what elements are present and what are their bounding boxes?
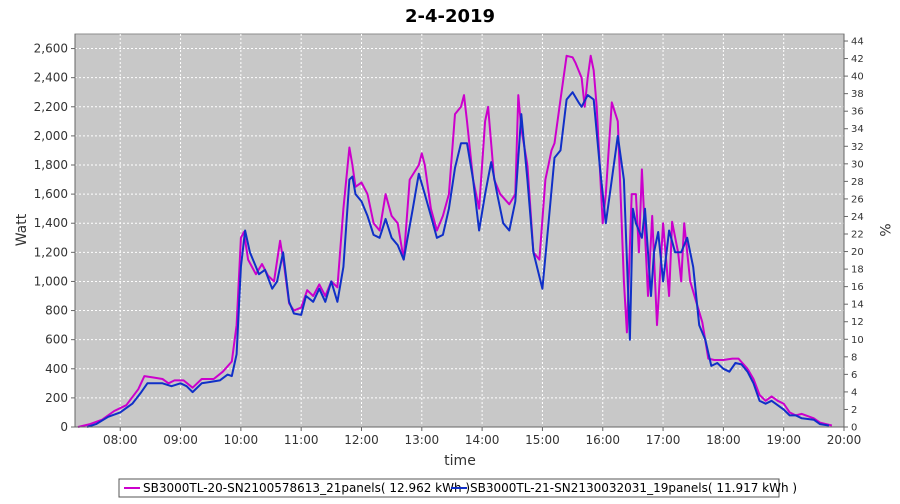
y2-tick-label: 40 xyxy=(851,72,864,83)
y-tick-label: 1,000 xyxy=(34,274,68,288)
x-tick-label: 09:00 xyxy=(163,433,198,447)
x-tick-label: 10:00 xyxy=(224,433,259,447)
axes xyxy=(74,34,845,428)
y-tick-label: 0 xyxy=(60,420,68,434)
y-tick-label: 1,200 xyxy=(34,245,68,259)
y-tick-label: 800 xyxy=(45,304,68,318)
y2-axis-ticks: 0246810121416182022242628303234363840424… xyxy=(844,37,864,434)
series-line-1 xyxy=(77,54,833,428)
series-lines xyxy=(77,54,833,428)
y-tick-label: 1,600 xyxy=(34,187,68,201)
y-tick-label: 1,400 xyxy=(34,216,68,230)
y2-tick-label: 20 xyxy=(851,247,864,258)
y2-tick-label: 16 xyxy=(851,282,864,293)
y-tick-label: 200 xyxy=(45,391,68,405)
x-tick-label: 18:00 xyxy=(706,433,741,447)
x-tick-label: 17:00 xyxy=(646,433,681,447)
y-axis-ticks: 0 200 400 600 800 1,000 1,200 1,400 1,600 1,800 2,… xyxy=(34,42,75,434)
plot-area xyxy=(74,33,845,428)
y2-tick-label: 8 xyxy=(851,352,857,363)
y2-tick-label: 34 xyxy=(851,124,864,135)
chart-title: 2-4-2019 xyxy=(405,6,495,27)
y2-tick-label: 42 xyxy=(851,54,864,65)
y2-tick-label: 4 xyxy=(851,387,857,398)
y2-tick-label: 12 xyxy=(851,317,864,328)
legend-label-series-1: SB3000TL-20-SN2100578613_21panels( 12.96… xyxy=(143,481,470,495)
y2-tick-label: 32 xyxy=(851,142,864,153)
y2-tick-label: 36 xyxy=(851,107,864,118)
y2-tick-label: 28 xyxy=(851,177,864,188)
x-tick-label: 19:00 xyxy=(766,433,801,447)
y2-tick-label: 18 xyxy=(851,265,864,276)
y2-axis-title: % xyxy=(876,223,892,236)
legend-label-series-2: SB3000TL-21-SN2130032031_19panels( 11.91… xyxy=(470,481,797,495)
x-tick-label: 20:00 xyxy=(827,433,862,447)
y-tick-label: 2,200 xyxy=(34,100,68,114)
x-tick-label: 12:00 xyxy=(344,433,379,447)
y2-tick-label: 6 xyxy=(851,370,857,381)
legend: SB3000TL-20-SN2100578613_21panels( 12.96… xyxy=(118,478,797,498)
y2-tick-label: 30 xyxy=(851,159,864,170)
series-line-2 xyxy=(86,91,830,428)
x-tick-label: 13:00 xyxy=(405,433,440,447)
x-tick-label: 14:00 xyxy=(465,433,500,447)
y2-tick-label: 44 xyxy=(851,37,864,48)
y-tick-label: 400 xyxy=(45,362,68,376)
y-tick-label: 2,400 xyxy=(34,71,68,85)
y-axis-title: Watt xyxy=(14,213,30,246)
y2-tick-label: 10 xyxy=(851,335,864,346)
y2-tick-label: 38 xyxy=(851,89,864,100)
x-tick-label: 15:00 xyxy=(525,433,560,447)
y2-tick-label: 2 xyxy=(851,405,857,416)
x-axis-title: time xyxy=(444,453,476,469)
y-tick-label: 2,600 xyxy=(34,42,68,56)
legend-box xyxy=(118,478,780,498)
y2-tick-label: 22 xyxy=(851,230,864,241)
x-tick-label: 16:00 xyxy=(585,433,620,447)
y2-tick-label: 0 xyxy=(851,423,857,434)
y2-tick-label: 26 xyxy=(851,194,864,205)
x-axis-ticks: 08:00 09:00 10:00 11:00 12:00 13:00 14:00 15:00… xyxy=(103,427,861,447)
x-tick-label: 11:00 xyxy=(284,433,319,447)
y-tick-label: 2,000 xyxy=(34,129,68,143)
y-tick-label: 1,800 xyxy=(34,158,68,172)
y2-tick-label: 24 xyxy=(851,212,864,223)
y-tick-label: 600 xyxy=(45,333,68,347)
y2-tick-label: 14 xyxy=(851,300,864,311)
x-tick-label: 08:00 xyxy=(103,433,138,447)
